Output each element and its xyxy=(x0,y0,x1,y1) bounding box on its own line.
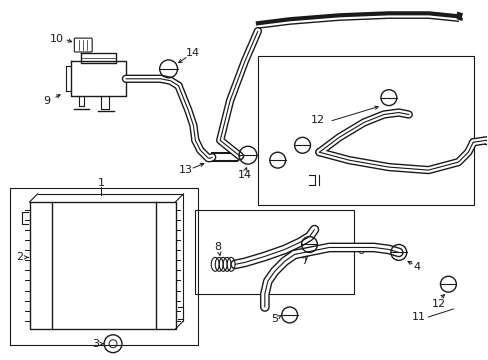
Text: 4: 4 xyxy=(412,262,419,272)
Text: 9: 9 xyxy=(43,96,50,105)
Text: 6: 6 xyxy=(357,247,364,256)
Text: 2: 2 xyxy=(16,252,23,262)
Text: 10: 10 xyxy=(49,34,63,44)
Text: 8: 8 xyxy=(214,243,222,252)
Text: 14: 14 xyxy=(238,170,251,180)
Bar xyxy=(195,210,353,294)
Text: 5: 5 xyxy=(271,314,278,324)
Text: 14: 14 xyxy=(185,48,199,58)
Text: 11: 11 xyxy=(411,312,425,322)
Text: 1: 1 xyxy=(98,178,104,188)
Bar xyxy=(257,56,473,205)
Text: 7: 7 xyxy=(300,256,307,266)
Bar xyxy=(10,188,198,345)
Text: 13: 13 xyxy=(178,165,192,175)
Text: 12: 12 xyxy=(430,299,445,309)
Text: 3: 3 xyxy=(92,339,100,349)
Text: 12: 12 xyxy=(310,116,324,126)
